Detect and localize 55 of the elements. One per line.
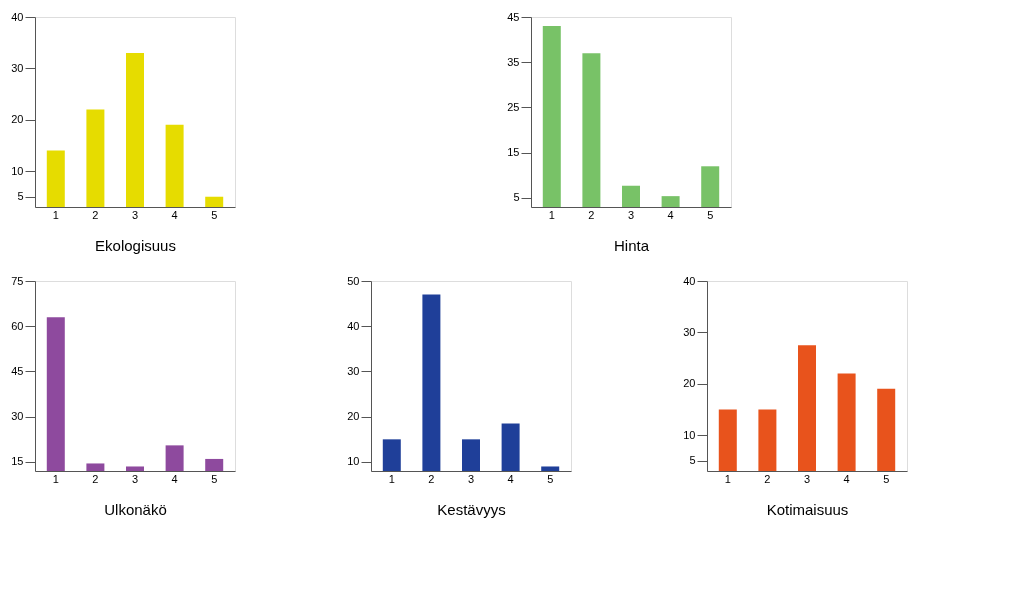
x-tick-label: 3 (627, 208, 635, 221)
x-axis-title: Hinta (613, 236, 650, 254)
x-tick-label: 5 (211, 208, 218, 221)
y-tick-label: 30 (11, 61, 24, 74)
y-tick-label: 75 (11, 274, 24, 287)
x-tick-label: 4 (667, 208, 674, 221)
x-tick-label: 2 (764, 472, 771, 485)
x-tick-label: 3 (803, 472, 811, 485)
y-tick-label: 20 (11, 113, 24, 126)
x-tick-label: 4 (171, 208, 178, 221)
y-tick-label: 35 (507, 55, 520, 68)
y-tick-label: 30 (683, 325, 696, 338)
y-tick-label: 5 (689, 454, 696, 467)
y-tick-label: 20 (683, 377, 696, 390)
y-tick-label: 10 (347, 455, 360, 468)
x-tick-label: 3 (131, 208, 139, 221)
x-tick-label: 2 (588, 208, 595, 221)
y-tick-label: 30 (11, 410, 24, 423)
x-tick-label: 5 (547, 472, 554, 485)
x-axis-title: Ulkonäkö (104, 500, 167, 518)
y-tick-label: 10 (11, 164, 24, 177)
x-tick-label: 2 (92, 472, 99, 485)
y-tick-label: 5 (513, 191, 520, 204)
y-tick-label: 25 (507, 100, 520, 113)
x-tick-label: 5 (211, 472, 218, 485)
y-tick-label: 40 (347, 319, 360, 332)
x-axis-title: Ekologisuus (95, 236, 176, 254)
x-tick-label: 5 (707, 208, 714, 221)
x-tick-label: 3 (467, 472, 475, 485)
x-tick-label: 4 (171, 472, 178, 485)
x-tick-label: 1 (724, 472, 731, 485)
y-tick-label: 60 (11, 319, 24, 332)
x-tick-label: 3 (131, 472, 139, 485)
y-tick-label: 10 (683, 428, 696, 441)
x-tick-label: 2 (428, 472, 435, 485)
x-tick-label: 1 (52, 472, 59, 485)
x-tick-label: 2 (92, 208, 99, 221)
y-tick-label: 40 (11, 10, 24, 23)
x-tick-label: 1 (52, 208, 59, 221)
x-tick-label: 4 (843, 472, 850, 485)
x-tick-label: 4 (507, 472, 514, 485)
y-tick-label: 20 (347, 410, 360, 423)
x-tick-label: 1 (548, 208, 555, 221)
y-tick-label: 30 (347, 364, 360, 377)
y-tick-label: 45 (11, 364, 24, 377)
x-tick-label: 5 (883, 472, 890, 485)
y-tick-label: 15 (11, 455, 24, 468)
y-tick-label: 5 (17, 190, 24, 203)
x-tick-label: 1 (388, 472, 395, 485)
y-tick-label: 15 (507, 146, 520, 159)
y-tick-label: 40 (683, 274, 696, 287)
y-tick-label: 50 (347, 274, 360, 287)
y-tick-label: 45 (507, 10, 520, 23)
x-axis-title: Kotimaisuus (766, 500, 849, 518)
x-axis-title: Kestävyys (437, 500, 506, 518)
